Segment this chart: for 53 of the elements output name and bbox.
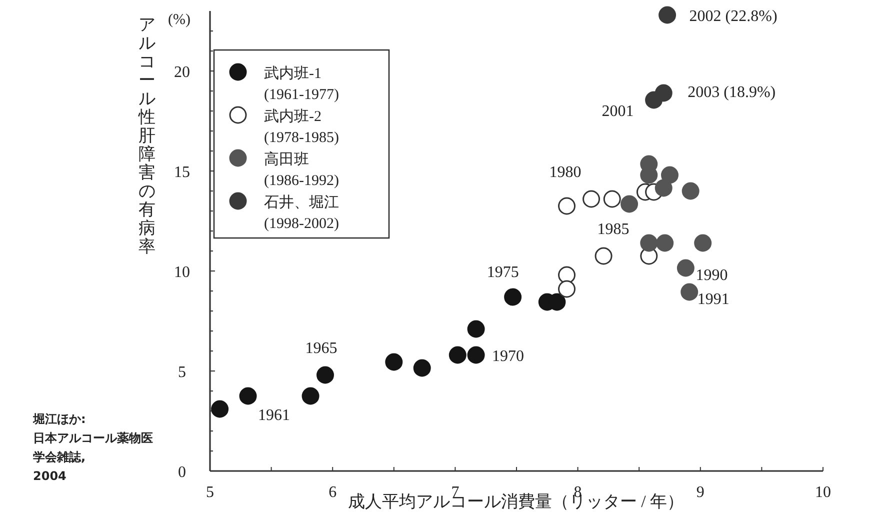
legend-label: 高田班 (1986-1992) xyxy=(264,151,339,189)
point xyxy=(211,400,229,418)
legend-label: 武内班-1 (1961-1977) xyxy=(264,65,339,103)
point xyxy=(658,6,676,24)
y-tick-label: 20 xyxy=(174,64,190,81)
legend-label: 石井、堀江 (1998-2002) xyxy=(264,194,339,232)
annotation: 2001 xyxy=(602,103,634,120)
point xyxy=(656,234,674,252)
point xyxy=(239,387,257,405)
annotation: 1975 xyxy=(486,264,519,281)
x-tick-label: 10 xyxy=(815,484,831,501)
point xyxy=(620,195,638,213)
point xyxy=(661,166,678,184)
point xyxy=(385,353,403,371)
y-tick-label: 15 xyxy=(174,164,190,181)
annotation: 1970 xyxy=(492,348,524,365)
point xyxy=(594,247,612,265)
point xyxy=(680,283,698,301)
point xyxy=(603,190,621,208)
x-tick-label: 6 xyxy=(328,484,337,501)
annotation: 1961 xyxy=(258,407,290,424)
annotation: 1980 xyxy=(549,164,582,181)
point xyxy=(676,259,694,277)
point xyxy=(448,346,466,364)
point xyxy=(413,359,431,377)
point xyxy=(302,387,320,405)
text: アルコール性肝障害の有病率 xyxy=(138,15,156,256)
point xyxy=(654,84,672,102)
point xyxy=(316,366,334,384)
annotation: 1985 xyxy=(597,221,630,238)
text: (%) xyxy=(168,12,190,28)
point xyxy=(467,346,485,364)
point xyxy=(558,266,576,284)
point xyxy=(654,179,672,197)
y-tick-label: 0 xyxy=(178,464,186,481)
annotation: 1990 xyxy=(696,267,728,284)
y-tick-label: 5 xyxy=(178,364,186,381)
annotation: 1965 xyxy=(305,340,338,357)
x-tick-label: 5 xyxy=(206,484,214,501)
annotation: 2003 (18.9%) xyxy=(688,84,776,101)
point xyxy=(640,234,658,252)
point xyxy=(467,320,485,338)
point xyxy=(682,182,700,200)
point xyxy=(558,280,576,298)
point xyxy=(694,234,712,252)
y-tick-label: 10 xyxy=(174,264,190,281)
x-tick-label: 9 xyxy=(696,484,704,501)
point xyxy=(582,190,600,208)
point xyxy=(558,197,576,215)
annotation: 1991 xyxy=(697,291,730,308)
legend-label: 武内班-2 (1978-1985) xyxy=(264,108,339,146)
point xyxy=(504,288,522,306)
annotation: 2002 (22.8%) xyxy=(689,8,778,25)
